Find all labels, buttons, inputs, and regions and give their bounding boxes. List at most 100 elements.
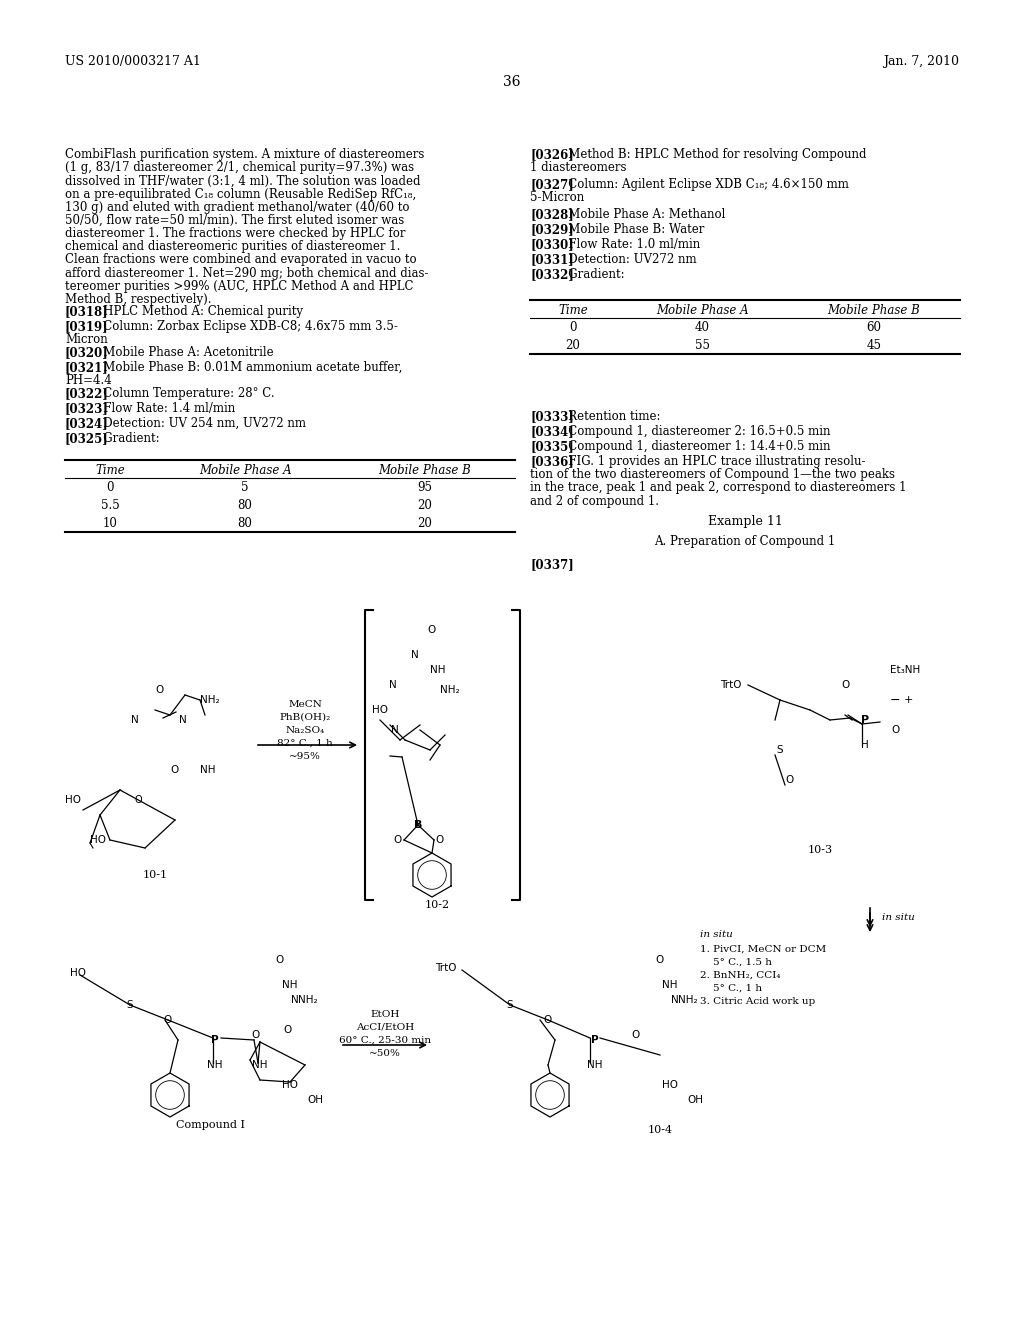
Text: O: O <box>251 1030 259 1040</box>
Text: Jan. 7, 2010: Jan. 7, 2010 <box>883 55 959 69</box>
Text: Time: Time <box>558 304 588 317</box>
Text: −: − <box>890 693 900 706</box>
Text: N: N <box>291 995 299 1005</box>
Text: in situ: in situ <box>700 931 733 939</box>
Text: 80: 80 <box>238 499 253 512</box>
Text: diastereomer 1. The fractions were checked by HPLC for: diastereomer 1. The fractions were check… <box>65 227 406 240</box>
Text: O: O <box>891 725 899 735</box>
Text: 1 diastereomers: 1 diastereomers <box>530 161 627 174</box>
Text: Compound 1, diastereomer 2: 16.5+0.5 min: Compound 1, diastereomer 2: 16.5+0.5 min <box>556 425 830 438</box>
Text: [0324]: [0324] <box>65 417 109 430</box>
Text: Mobile Phase A: Methanol: Mobile Phase A: Methanol <box>556 209 725 220</box>
Text: Gradient:: Gradient: <box>556 268 625 281</box>
Text: [0322]: [0322] <box>65 387 109 400</box>
Text: on a pre-equilibrated C₁₈ column (Reusable RediSep RfC₁₈,: on a pre-equilibrated C₁₈ column (Reusab… <box>65 187 416 201</box>
Text: (1 g, 83/17 diastereomer 2/1, chemical purity=97.3%) was: (1 g, 83/17 diastereomer 2/1, chemical p… <box>65 161 414 174</box>
Text: O: O <box>284 1026 292 1035</box>
Text: [0329]: [0329] <box>530 223 573 236</box>
Text: 2. BnNH₂, CCI₄: 2. BnNH₂, CCI₄ <box>700 972 780 979</box>
Text: 55: 55 <box>694 339 710 352</box>
Text: Flow Rate: 1.4 ml/min: Flow Rate: 1.4 ml/min <box>91 403 234 414</box>
Text: Mobile Phase A: Acetonitrile: Mobile Phase A: Acetonitrile <box>91 346 273 359</box>
Text: 20: 20 <box>418 499 432 512</box>
Text: [0332]: [0332] <box>530 268 573 281</box>
Text: ~50%: ~50% <box>369 1049 401 1059</box>
Text: Flow Rate: 1.0 ml/min: Flow Rate: 1.0 ml/min <box>556 238 699 251</box>
Text: Mobile Phase B: Mobile Phase B <box>379 465 471 477</box>
Text: Mobile Phase A: Mobile Phase A <box>655 304 749 317</box>
Text: chemical and diastereomeric purities of diastereomer 1.: chemical and diastereomeric purities of … <box>65 240 400 253</box>
Text: HO: HO <box>662 1080 678 1090</box>
Text: Method B, respectively).: Method B, respectively). <box>65 293 212 306</box>
Text: 95: 95 <box>418 480 432 494</box>
Text: A. Preparation of Compound 1: A. Preparation of Compound 1 <box>654 535 836 548</box>
Text: N: N <box>131 715 139 725</box>
Text: Compound I: Compound I <box>175 1119 245 1130</box>
Text: NH₂: NH₂ <box>678 995 697 1005</box>
Text: Column Temperature: 28° C.: Column Temperature: 28° C. <box>91 387 274 400</box>
Text: Detection: UV 254 nm, UV272 nm: Detection: UV 254 nm, UV272 nm <box>91 417 305 430</box>
Text: [0318]: [0318] <box>65 305 109 318</box>
Text: OH: OH <box>307 1096 323 1105</box>
Text: 5.5: 5.5 <box>100 499 120 512</box>
Text: NH₂: NH₂ <box>200 696 219 705</box>
Text: HPLC Method A: Chemical purity: HPLC Method A: Chemical purity <box>91 305 302 318</box>
Text: in situ: in situ <box>882 913 914 921</box>
Text: [0319]: [0319] <box>65 319 109 333</box>
Text: [0336]: [0336] <box>530 455 573 469</box>
Text: [0327]: [0327] <box>530 178 573 191</box>
Text: HO: HO <box>65 795 81 805</box>
Text: HO: HO <box>70 968 86 978</box>
Text: 45: 45 <box>866 339 882 352</box>
Text: P: P <box>211 1035 219 1045</box>
Text: 5-Micron: 5-Micron <box>530 191 585 205</box>
Text: Micron: Micron <box>65 333 108 346</box>
Text: in the trace, peak 1 and peak 2, correspond to diastereomers 1: in the trace, peak 1 and peak 2, corresp… <box>530 482 906 495</box>
Text: Mobile Phase B: Water: Mobile Phase B: Water <box>556 223 703 236</box>
Text: O: O <box>656 954 665 965</box>
Text: HO: HO <box>282 1080 298 1090</box>
Text: Clean fractions were combined and evaporated in vacuo to: Clean fractions were combined and evapor… <box>65 253 417 267</box>
Text: Retention time:: Retention time: <box>556 411 660 422</box>
Text: NH: NH <box>663 979 678 990</box>
Text: N: N <box>389 680 397 690</box>
Text: Time: Time <box>95 465 125 477</box>
Text: [0335]: [0335] <box>530 440 573 453</box>
Text: N: N <box>179 715 186 725</box>
Text: [0323]: [0323] <box>65 403 109 414</box>
Text: S: S <box>776 744 783 755</box>
Text: 10: 10 <box>102 517 118 531</box>
Text: O: O <box>841 680 849 690</box>
Text: O: O <box>785 775 795 785</box>
Text: Gradient:: Gradient: <box>91 432 159 445</box>
Text: [0326]: [0326] <box>530 148 573 161</box>
Text: Na₂SO₄: Na₂SO₄ <box>286 726 325 735</box>
Text: Method B: HPLC Method for resolving Compound: Method B: HPLC Method for resolving Comp… <box>556 148 866 161</box>
Text: S: S <box>507 1001 513 1010</box>
Text: 5° C., 1 h: 5° C., 1 h <box>700 983 762 993</box>
Text: O: O <box>156 685 164 696</box>
Text: H: H <box>861 741 869 750</box>
Text: US 2010/0003217 A1: US 2010/0003217 A1 <box>65 55 201 69</box>
Text: HO: HO <box>372 705 388 715</box>
Text: NH: NH <box>587 1060 603 1071</box>
Text: Example 11: Example 11 <box>708 515 782 528</box>
Text: O: O <box>544 1015 552 1026</box>
Text: N: N <box>411 649 419 660</box>
Text: PH=4.4: PH=4.4 <box>65 374 112 387</box>
Text: Detection: UV272 nm: Detection: UV272 nm <box>556 253 696 267</box>
Text: 36: 36 <box>503 75 521 88</box>
Text: EtOH: EtOH <box>371 1010 399 1019</box>
Text: N: N <box>391 725 399 735</box>
Text: 10-4: 10-4 <box>647 1125 673 1135</box>
Text: TrtO: TrtO <box>435 964 457 973</box>
Text: afford diastereomer 1. Net=290 mg; both chemical and dias-: afford diastereomer 1. Net=290 mg; both … <box>65 267 428 280</box>
Text: +: + <box>903 696 912 705</box>
Text: AcCI/EtOH: AcCI/EtOH <box>356 1023 414 1032</box>
Text: O: O <box>631 1030 639 1040</box>
Text: B: B <box>414 820 422 830</box>
Text: 130 g) and eluted with gradient methanol/water (40/60 to: 130 g) and eluted with gradient methanol… <box>65 201 410 214</box>
Text: [0328]: [0328] <box>530 209 573 220</box>
Text: O: O <box>170 766 178 775</box>
Text: O: O <box>275 954 284 965</box>
